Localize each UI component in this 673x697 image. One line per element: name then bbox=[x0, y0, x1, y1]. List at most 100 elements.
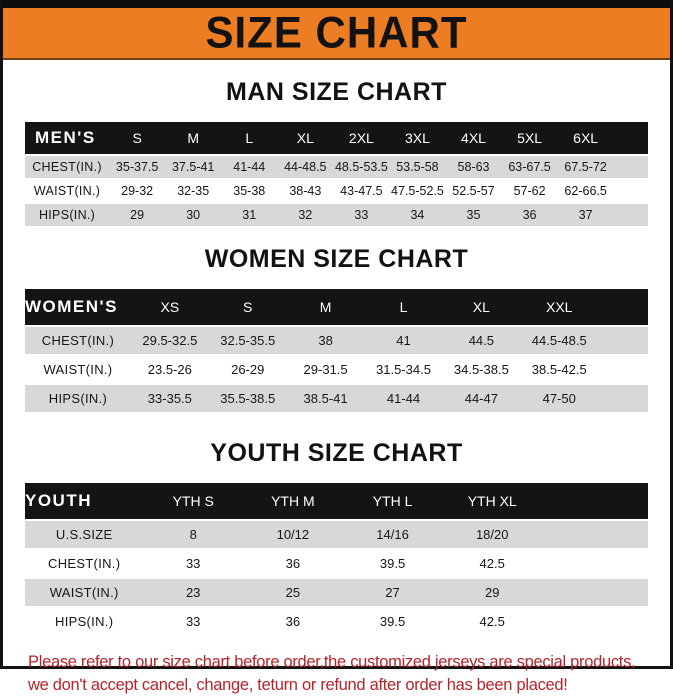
size-column-header: 6XL bbox=[573, 130, 599, 146]
size-column-header: XXL bbox=[545, 299, 573, 315]
spacer-cell bbox=[542, 608, 648, 635]
measurement-value: 35-38 bbox=[233, 184, 266, 198]
measurement-value: 44.5-48.5 bbox=[531, 333, 587, 348]
measurement-value: 14/16 bbox=[376, 527, 409, 542]
man-size-table: MEN'S S M L XL 2XL 3XL 4XL 5XL 6XL CHEST(IN.) 35-37… bbox=[25, 120, 648, 228]
measurement-row: CHEST(IN.) 35-37.5 37.5-41 41-44 44-48.5 48.5… bbox=[25, 156, 648, 178]
measurement-value: 48.5-53.5 bbox=[334, 160, 388, 174]
size-column-header: YTH S bbox=[172, 493, 214, 509]
size-column-header: XL bbox=[472, 299, 490, 315]
measurement-value: 47-50 bbox=[542, 391, 576, 406]
measurement-value: 41-44 bbox=[233, 160, 266, 174]
measurement-value: 33-35.5 bbox=[147, 391, 192, 406]
row-label: CHEST(IN.) bbox=[41, 333, 115, 348]
measurement-value: 36 bbox=[285, 556, 301, 571]
measurement-value: 37.5-41 bbox=[171, 160, 215, 174]
size-header-row: WOMEN'S XS S M L XL XXL bbox=[25, 289, 648, 325]
youth-size-chart-heading: YOUTH SIZE CHART bbox=[210, 439, 463, 467]
measurement-value: 58-63 bbox=[457, 160, 490, 174]
page-title: SIZE CHART bbox=[205, 7, 468, 58]
measurement-row: WAIST(IN.) 23 25 27 29 bbox=[25, 579, 648, 606]
size-column-header: L bbox=[245, 130, 254, 146]
size-header-row: YOUTH YTH S YTH M YTH L YTH XL bbox=[25, 483, 648, 519]
man-size-chart-heading: MAN SIZE CHART bbox=[226, 78, 447, 106]
measurement-value: 32-35 bbox=[177, 184, 210, 198]
spacer-cell bbox=[542, 550, 648, 577]
measurement-value: 29.5-32.5 bbox=[142, 333, 198, 348]
measurement-value: 33 bbox=[354, 208, 369, 222]
spacer-cell bbox=[614, 204, 648, 226]
measurement-value: 27 bbox=[385, 585, 400, 600]
row-label: HIPS(IN.) bbox=[55, 614, 114, 629]
measurement-row: WAIST(IN.) 29-32 32-35 35-38 38-43 43-47.5 47.… bbox=[25, 180, 648, 202]
top-border-strip bbox=[3, 0, 670, 8]
measurement-value: 31.5-34.5 bbox=[376, 362, 431, 377]
row-label: U.S.SIZE bbox=[55, 527, 113, 542]
measurement-row: HIPS(IN.) 33 36 39.5 42.5 bbox=[25, 608, 648, 635]
size-column-header: 2XL bbox=[348, 130, 374, 146]
size-column-header: M bbox=[319, 299, 332, 315]
measurement-value: 44-47 bbox=[464, 391, 498, 406]
spacer-cell bbox=[614, 180, 648, 202]
spacer-cell bbox=[542, 521, 648, 548]
row-label: CHEST(IN.) bbox=[32, 160, 102, 174]
measurement-value: 42.5 bbox=[479, 614, 505, 629]
measurement-value: 44-48.5 bbox=[284, 160, 327, 174]
measurement-value: 35 bbox=[466, 208, 481, 222]
table-label-header: WOMEN'S bbox=[25, 297, 118, 316]
measurement-value: 52.5-57 bbox=[452, 184, 495, 198]
size-column-header: YTH XL bbox=[467, 493, 517, 509]
measurement-value: 30 bbox=[186, 208, 201, 222]
measurement-value: 32.5-35.5 bbox=[220, 333, 276, 348]
measurement-value: 62-66.5 bbox=[564, 184, 607, 198]
measurement-value: 34 bbox=[410, 208, 425, 222]
row-label: WAIST(IN.) bbox=[33, 184, 101, 198]
row-label: WAIST(IN.) bbox=[43, 362, 113, 377]
measurement-value: 42.5 bbox=[479, 556, 505, 571]
measurement-value: 39.5 bbox=[379, 614, 406, 629]
spacer-cell bbox=[614, 122, 648, 154]
measurement-value: 34.5-38.5 bbox=[453, 362, 509, 377]
measurement-value: 36 bbox=[522, 208, 537, 222]
measurement-row: HIPS(IN.) 29 30 31 32 33 34 35 36 37 bbox=[25, 204, 648, 226]
spacer-cell bbox=[598, 327, 648, 354]
measurement-value: 47.5-52.5 bbox=[391, 184, 444, 198]
measurement-value: 38.5-41 bbox=[303, 391, 348, 406]
measurement-row: CHEST(IN.) 33 36 39.5 42.5 bbox=[25, 550, 648, 577]
row-label: WAIST(IN.) bbox=[49, 585, 119, 600]
table-label-header: MEN'S bbox=[35, 128, 96, 147]
spacer-cell bbox=[542, 579, 648, 606]
measurement-value: 10/12 bbox=[276, 527, 310, 542]
size-column-header: M bbox=[187, 130, 200, 146]
measurement-value: 23 bbox=[185, 585, 201, 600]
measurement-value: 25 bbox=[285, 585, 301, 600]
measurement-value: 63-67.5 bbox=[508, 160, 551, 174]
measurement-value: 41 bbox=[396, 333, 411, 348]
spacer-cell bbox=[598, 289, 648, 325]
measurement-value: 37 bbox=[578, 208, 593, 222]
measurement-value: 33 bbox=[185, 614, 201, 629]
size-header-row: MEN'S S M L XL 2XL 3XL 4XL 5XL 6XL bbox=[25, 122, 648, 154]
spacer-cell bbox=[542, 483, 648, 519]
measurement-value: 38 bbox=[318, 333, 333, 348]
spacer-cell bbox=[614, 156, 648, 178]
man-size-chart-section: MAN SIZE CHART MEN'S S M L XL 2XL 3XL 4XL 5XL 6XL… bbox=[3, 78, 670, 228]
measurement-value: 41-44 bbox=[386, 391, 421, 406]
size-column-header: S bbox=[243, 299, 253, 315]
measurement-value: 44.5 bbox=[468, 333, 494, 348]
size-column-header: 5XL bbox=[517, 130, 543, 146]
measurement-value: 26-29 bbox=[231, 362, 265, 377]
title-banner: SIZE CHART bbox=[3, 8, 670, 60]
size-column-header: 4XL bbox=[461, 130, 486, 146]
disclaimer-line-1: Please refer to our size chart before or… bbox=[28, 653, 636, 671]
youth-size-chart-section: YOUTH SIZE CHART YOUTH YTH S YTH M YTH L YTH… bbox=[3, 439, 670, 637]
measurement-value: 53.5-58 bbox=[396, 160, 439, 174]
size-column-header: XS bbox=[160, 299, 180, 315]
measurement-value: 39.5 bbox=[379, 556, 406, 571]
measurement-value: 8 bbox=[189, 527, 197, 542]
row-label: HIPS(IN.) bbox=[48, 391, 108, 406]
measurement-value: 35.5-38.5 bbox=[220, 391, 276, 406]
spacer-cell bbox=[598, 385, 648, 412]
measurement-value: 38.5-42.5 bbox=[531, 362, 587, 377]
